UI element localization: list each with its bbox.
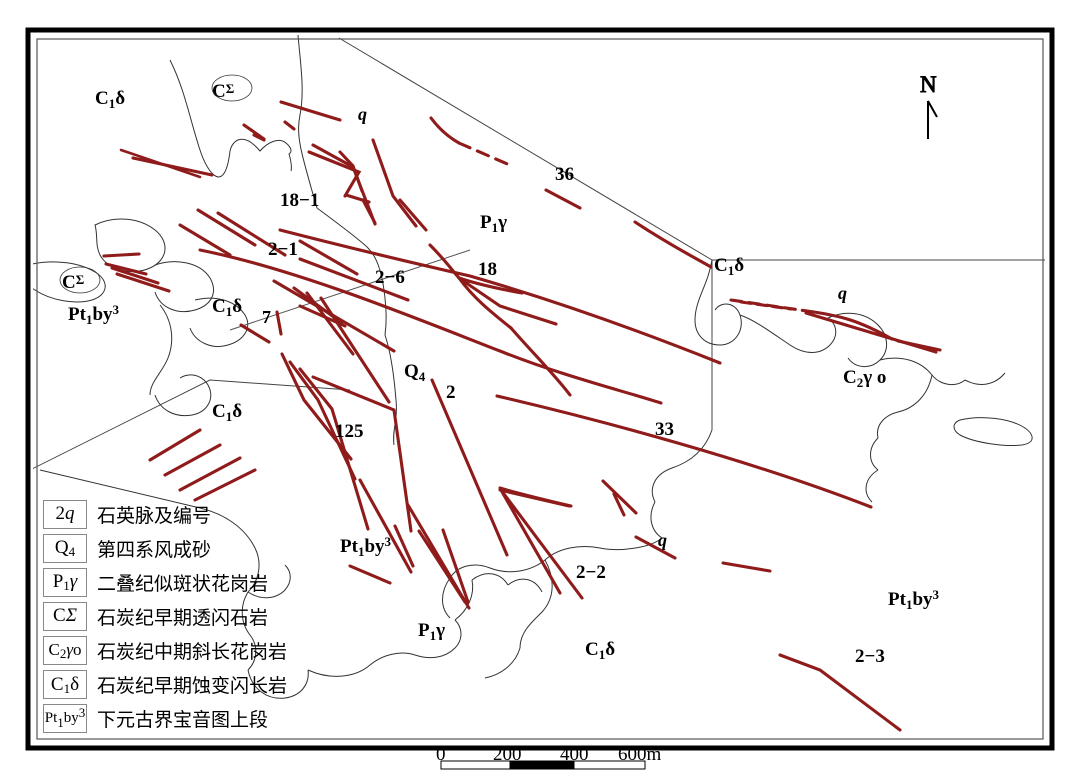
svg-text:36: 36 bbox=[555, 164, 574, 185]
svg-text:18: 18 bbox=[478, 259, 497, 280]
svg-text:7: 7 bbox=[262, 307, 271, 327]
svg-text:q: q bbox=[358, 104, 367, 124]
svg-text:18−1: 18−1 bbox=[280, 190, 319, 211]
svg-text:33: 33 bbox=[655, 419, 674, 440]
svg-text:2−1: 2−1 bbox=[268, 239, 298, 260]
svg-text:Pt1by3: Pt1by3 bbox=[68, 302, 120, 327]
svg-text:Q4: Q4 bbox=[404, 361, 426, 384]
svg-text:N: N bbox=[920, 72, 937, 97]
svg-text:C1δ: C1δ bbox=[714, 255, 744, 278]
svg-text:2−6: 2−6 bbox=[375, 267, 405, 288]
svg-text:CΣ: CΣ bbox=[212, 81, 234, 102]
svg-text:C1δ: C1δ bbox=[212, 296, 242, 319]
svg-text:2−2: 2−2 bbox=[576, 562, 606, 583]
svg-text:C2γ o: C2γ o bbox=[843, 367, 886, 390]
svg-text:q: q bbox=[658, 530, 667, 550]
svg-text:Pt1by3: Pt1by3 bbox=[888, 587, 940, 612]
svg-text:2: 2 bbox=[446, 382, 456, 403]
svg-text:C1δ: C1δ bbox=[212, 401, 242, 424]
svg-text:C1δ: C1δ bbox=[95, 88, 125, 111]
svg-text:2−3: 2−3 bbox=[855, 646, 885, 667]
svg-text:125: 125 bbox=[335, 421, 364, 442]
svg-text:CΣ: CΣ bbox=[62, 272, 84, 293]
svg-text:P1γ: P1γ bbox=[480, 212, 507, 235]
svg-text:q: q bbox=[838, 283, 847, 303]
svg-text:C1δ: C1δ bbox=[585, 639, 615, 662]
